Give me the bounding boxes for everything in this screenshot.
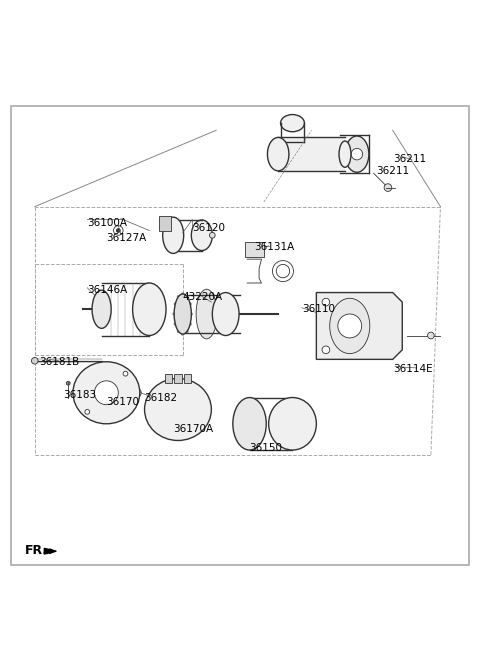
Text: 36110: 36110 — [302, 304, 335, 314]
Circle shape — [209, 232, 215, 238]
Ellipse shape — [212, 293, 239, 336]
Text: 36127A: 36127A — [107, 233, 146, 243]
Text: 36120: 36120 — [192, 223, 225, 233]
Circle shape — [174, 303, 177, 305]
Ellipse shape — [233, 397, 266, 450]
Circle shape — [186, 295, 189, 298]
Bar — [278, 138, 345, 171]
Circle shape — [181, 333, 184, 336]
Circle shape — [384, 184, 392, 191]
Circle shape — [116, 229, 120, 232]
Polygon shape — [316, 293, 402, 360]
Text: 36150: 36150 — [250, 443, 283, 453]
Polygon shape — [165, 374, 172, 383]
Ellipse shape — [92, 290, 111, 328]
Text: 36100A: 36100A — [87, 218, 127, 228]
Circle shape — [173, 313, 176, 315]
Ellipse shape — [163, 217, 184, 254]
FancyArrowPatch shape — [45, 549, 54, 554]
Bar — [245, 242, 264, 257]
Circle shape — [136, 391, 139, 394]
Circle shape — [351, 148, 363, 160]
Circle shape — [428, 332, 434, 339]
Circle shape — [190, 313, 193, 315]
Circle shape — [189, 323, 192, 325]
Circle shape — [189, 303, 192, 305]
Circle shape — [177, 330, 180, 333]
Circle shape — [85, 409, 90, 414]
Polygon shape — [44, 548, 56, 554]
Ellipse shape — [174, 294, 192, 334]
Ellipse shape — [196, 289, 217, 339]
Circle shape — [114, 225, 123, 236]
Circle shape — [276, 264, 289, 278]
Ellipse shape — [339, 141, 351, 167]
Circle shape — [322, 299, 330, 306]
Ellipse shape — [281, 115, 304, 132]
Circle shape — [177, 295, 180, 298]
Text: 36182: 36182 — [144, 393, 178, 403]
Bar — [159, 216, 171, 231]
Polygon shape — [174, 374, 182, 383]
Circle shape — [322, 346, 330, 354]
Text: 36170A: 36170A — [173, 423, 213, 433]
Text: 36131A: 36131A — [254, 242, 295, 252]
Circle shape — [181, 293, 184, 295]
Ellipse shape — [269, 397, 316, 450]
Ellipse shape — [73, 362, 140, 424]
Text: FR.: FR. — [25, 544, 48, 557]
Ellipse shape — [132, 283, 166, 336]
Text: 36170: 36170 — [107, 397, 139, 407]
Circle shape — [133, 389, 141, 397]
Polygon shape — [184, 374, 192, 383]
Text: 36211: 36211 — [376, 166, 409, 176]
Text: 36146A: 36146A — [87, 285, 128, 295]
Ellipse shape — [330, 299, 370, 354]
Circle shape — [95, 381, 118, 405]
Circle shape — [32, 358, 38, 364]
Ellipse shape — [144, 378, 211, 440]
Text: 36211: 36211 — [393, 154, 426, 164]
Circle shape — [174, 323, 177, 325]
Ellipse shape — [192, 220, 212, 250]
Circle shape — [273, 260, 293, 282]
Text: 36181B: 36181B — [39, 357, 80, 367]
Circle shape — [186, 330, 189, 333]
Text: 36183: 36183 — [63, 390, 96, 400]
Ellipse shape — [267, 138, 289, 171]
Text: 36114E: 36114E — [393, 364, 432, 374]
Circle shape — [66, 381, 70, 385]
Circle shape — [338, 314, 362, 338]
Text: 43220A: 43220A — [183, 293, 223, 303]
Ellipse shape — [345, 136, 369, 172]
Circle shape — [123, 371, 128, 376]
